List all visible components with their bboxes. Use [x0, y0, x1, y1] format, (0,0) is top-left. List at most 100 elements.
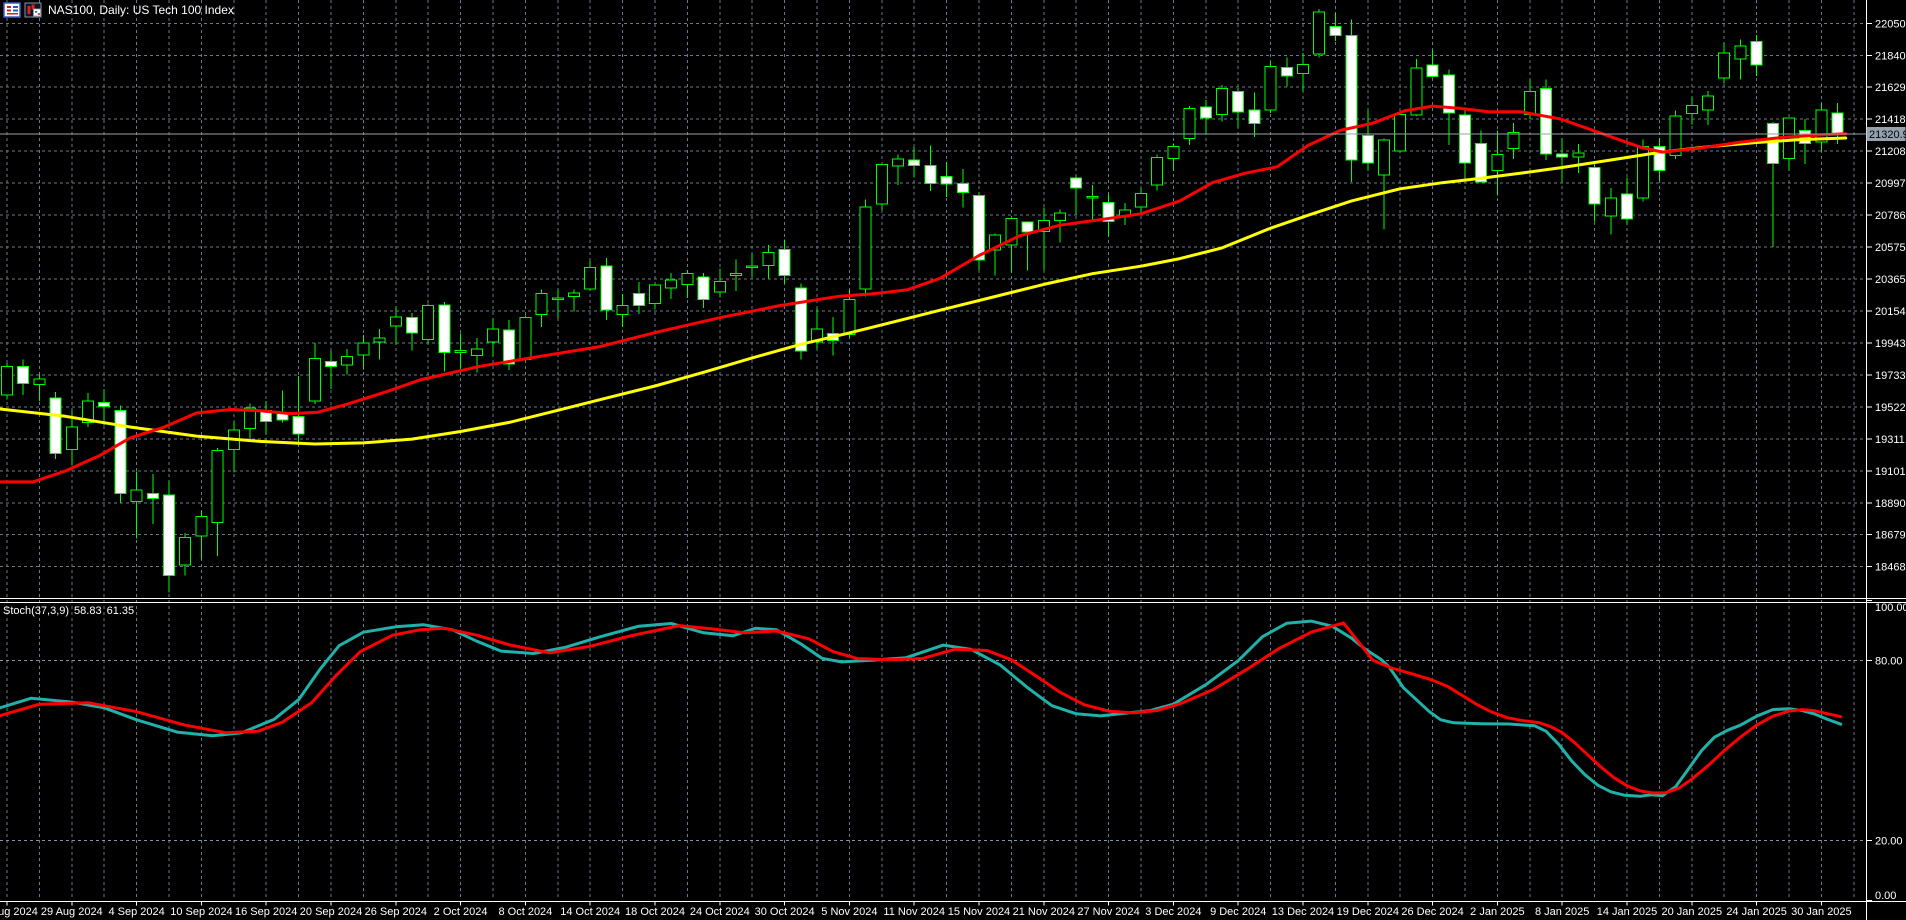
candle-body [114, 409, 127, 495]
candle-body [1199, 106, 1212, 119]
price-axis-label: 22050.8 [1875, 18, 1906, 30]
time-axis-label: 27 Nov 2024 [1077, 906, 1139, 918]
time-axis-label: 11 Nov 2024 [883, 906, 945, 918]
candle-body [406, 317, 418, 334]
candle-body [373, 337, 386, 343]
stochastic-lines [0, 619, 1843, 798]
stoch-axis-label: 80.00 [1875, 656, 1903, 668]
candle-body [211, 449, 224, 524]
candle-body [1345, 35, 1358, 161]
time-axis-label: 2 Jan 2025 [1470, 906, 1524, 918]
stoch-axis-label: 100.00 [1875, 602, 1906, 614]
price-axis-label: 19522.4 [1875, 402, 1906, 414]
candle-body [1021, 221, 1034, 233]
candle-body [1426, 64, 1439, 78]
candle-body [519, 317, 532, 360]
candle-body [665, 279, 678, 289]
time-axis-label: 16 Sep 2024 [235, 906, 297, 918]
candle-body [130, 489, 143, 502]
candle-body [470, 348, 483, 357]
time-axis-label: 20 Jan 2025 [1662, 906, 1723, 918]
candle-body [1054, 212, 1066, 222]
candle-body [1604, 197, 1617, 217]
candle-body [649, 284, 661, 304]
candle-body [1653, 145, 1666, 172]
candle-body [503, 329, 516, 365]
candle-body [1361, 135, 1374, 164]
candle-body [1766, 123, 1779, 165]
candle-body [65, 426, 78, 451]
price-axis-label: 18679.6 [1875, 530, 1906, 542]
candle-body [1475, 142, 1488, 183]
candle-body [551, 297, 564, 301]
time-axis-label: 21 Nov 2024 [1013, 906, 1075, 918]
candle-body [1540, 88, 1552, 155]
candle-body [1378, 139, 1390, 176]
candle-body [179, 537, 192, 566]
stoch-axis-label: 0.00 [1875, 890, 1896, 902]
price-axis-label: 21208.0 [1875, 146, 1906, 158]
chart-title: NAS100, Daily: US Tech 100 Index [48, 3, 234, 17]
candle-body [697, 276, 710, 301]
candle-body [1102, 201, 1115, 222]
price-axis[interactable]: 22050.8 21840.1 21629.4 21418.7 21208.0 20997… [1866, 18, 1906, 902]
candle-body [1588, 167, 1601, 205]
time-axis-label: 24 Oct 2024 [690, 906, 750, 918]
candle-body [1459, 114, 1471, 164]
candle-body [325, 361, 337, 367]
candle-body [632, 292, 645, 307]
time-axis-label: 8 Jan 2025 [1535, 906, 1589, 918]
candle-body [49, 397, 62, 455]
candle-body [438, 304, 451, 354]
candle-body [341, 355, 354, 366]
candle-body [1248, 109, 1261, 125]
price-axis-label: 20997.3 [1875, 178, 1906, 190]
stoch-axis-label: 20.00 [1875, 836, 1903, 848]
stoch-indicator-label: Stoch(37,3,9) 58.83 61.35 [3, 605, 134, 617]
price-axis-label: 19311.7 [1875, 434, 1906, 446]
price-axis-label: 19101.0 [1875, 466, 1906, 478]
candle-body [1086, 195, 1099, 199]
price-axis-label: 21840.1 [1875, 50, 1906, 62]
grid [0, 0, 1866, 900]
time-axis-label: 26 Sep 2024 [365, 906, 427, 918]
price-axis-label: 21629.4 [1875, 82, 1906, 94]
candle-body [1280, 66, 1293, 77]
candle-body [1556, 153, 1569, 158]
candle-body [1831, 112, 1844, 135]
candle-body [1750, 41, 1763, 66]
candle-body [1264, 66, 1277, 111]
candle-body [1313, 11, 1326, 55]
candle-body [973, 195, 985, 261]
moving-averages [0, 104, 1848, 484]
candle-body [956, 182, 969, 194]
candle-body [600, 265, 613, 311]
candle-body [146, 493, 159, 499]
candle-body [1734, 45, 1747, 60]
candle-body [940, 176, 953, 185]
candle-body [1, 365, 13, 396]
candle-body [454, 349, 467, 354]
time-axis-label: 14 Oct 2024 [560, 906, 620, 918]
price-axis-label: 20575.9 [1875, 242, 1906, 254]
candle-body [1669, 115, 1682, 156]
candle-body [762, 251, 775, 266]
time-axis-label: 8 Oct 2024 [498, 906, 552, 918]
price-axis-label: 20365.2 [1875, 274, 1906, 286]
candle-body [1523, 91, 1536, 115]
price-axis-label: 21418.7 [1875, 114, 1906, 126]
time-axis-label: 20 Sep 2024 [300, 906, 362, 918]
stoch-signal-value: 61.35 [107, 605, 135, 617]
time-axis-label: 10 Sep 2024 [170, 906, 232, 918]
candle-body [1151, 157, 1164, 186]
time-axis-label: 26 Dec 2024 [1401, 906, 1463, 918]
stoch-indicator-name: Stoch(37,3,9) [3, 605, 69, 617]
candle-body [163, 494, 175, 577]
candle-body [859, 206, 872, 290]
candle-body [1442, 74, 1455, 114]
candle-body [1167, 145, 1180, 159]
current-price-marker: 21320.9 [1866, 127, 1906, 141]
candle-body [195, 515, 208, 537]
